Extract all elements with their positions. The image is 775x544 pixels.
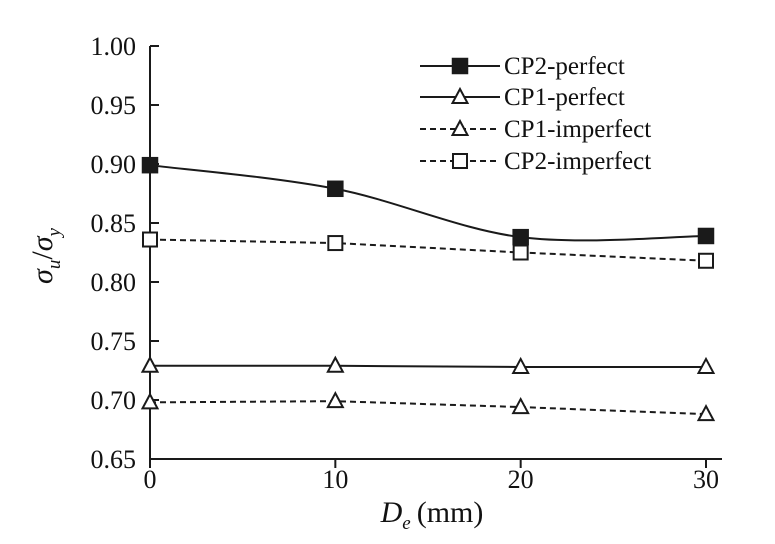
legend-marker (450, 86, 470, 104)
x-axis-label: De (mm) (380, 496, 484, 534)
x-tick-label: 0 (144, 465, 157, 494)
legend: CP2-perfect CP1-perfect CP1-imperfect CP2-i… (420, 53, 651, 175)
legend-label: CP1-perfect (504, 84, 625, 111)
data-point (140, 392, 160, 410)
data-point (512, 228, 529, 246)
data-point (698, 252, 714, 269)
y-tick-label: 0.75 (91, 327, 137, 356)
y-tick-label: 1.00 (91, 32, 137, 61)
legend-item: CP2-perfect (420, 53, 625, 80)
legend-label: CP1-imperfect (504, 116, 651, 143)
series-cp1-perfect (140, 355, 716, 374)
data-point (142, 231, 158, 248)
data-point (327, 235, 344, 252)
x-tick-label: 20 (508, 465, 534, 494)
data-point (326, 355, 345, 373)
y-tick-label: 0.90 (91, 150, 137, 179)
legend-label: CP2-perfect (504, 53, 625, 80)
y-axis-label: σu/σy (26, 228, 65, 284)
data-point (512, 244, 529, 261)
legend-item: CP1-perfect (420, 84, 625, 111)
data-point (697, 227, 715, 245)
x-label-main: D (380, 496, 403, 529)
series-layer (140, 156, 716, 422)
data-point (511, 396, 530, 415)
x-label-unit: (mm) (417, 496, 484, 529)
y-label-num: σ (26, 268, 59, 284)
data-point (696, 356, 716, 374)
y-tick-label: 0.70 (91, 386, 137, 415)
y-label-num-sub: u (44, 260, 65, 270)
series-cp1-imperfect (140, 391, 716, 422)
x-tick-label: 10 (322, 465, 348, 494)
x-tick-label: 30 (693, 465, 719, 494)
y-tick-label: 0.95 (91, 91, 137, 120)
series-line (149, 238, 707, 262)
data-point (696, 404, 716, 422)
y-label-den: σ (26, 235, 59, 251)
y-label-slash: / (26, 251, 59, 260)
series-cp2-perfect (141, 156, 715, 246)
series-line (149, 164, 707, 242)
x-label-sub: e (402, 513, 410, 534)
legend-label: CP2-imperfect (504, 148, 651, 175)
data-point (327, 180, 344, 198)
y-tick-label: 0.80 (91, 268, 137, 297)
y-tick-label: 0.85 (91, 209, 137, 238)
series-line (149, 400, 707, 416)
legend-marker (452, 153, 468, 169)
data-point (326, 391, 345, 409)
y-tick-label: 0.65 (91, 445, 137, 474)
legend-item: CP1-imperfect (420, 116, 651, 143)
legend-marker (450, 118, 470, 136)
data-point (141, 156, 159, 174)
axes: 0.65 0.70 0.75 0.80 0.85 0.90 0.95 1.00 0 10 20 30 (91, 32, 722, 494)
legend-item: CP2-imperfect (420, 148, 651, 175)
series-cp2-imperfect (142, 231, 714, 269)
data-point (140, 355, 160, 373)
data-point (511, 356, 530, 374)
legend-marker (451, 57, 469, 75)
y-label-den-sub: y (44, 228, 65, 239)
series-line (150, 364, 706, 368)
